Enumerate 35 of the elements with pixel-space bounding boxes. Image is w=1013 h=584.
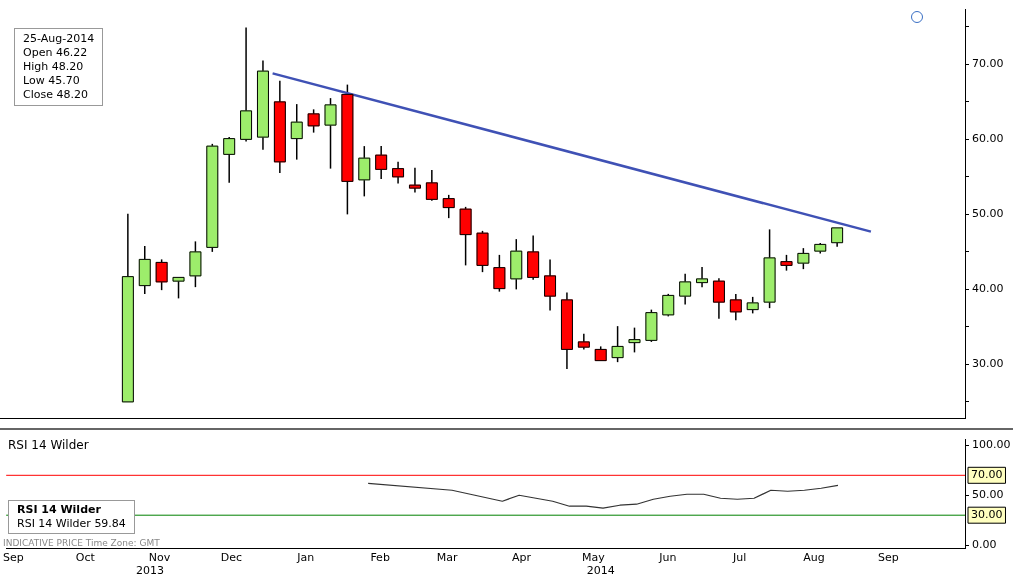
annotation: Open 46.22 xyxy=(23,46,89,60)
x-tick-label: Nov xyxy=(148,551,171,565)
chart-title: RSI 14 Wilder xyxy=(8,438,89,452)
y-tick-label: 0.00 xyxy=(972,537,997,551)
x-tick-label: Dec xyxy=(220,551,243,565)
candlestick xyxy=(324,97,337,170)
x-tick-label: Sep xyxy=(3,551,24,565)
y-tick-label: 70.00 xyxy=(972,57,1004,71)
annotation: Low 45.70 xyxy=(23,74,81,88)
annotation: 25-Aug-2014 xyxy=(23,32,95,46)
annotation: RSI 14 Wilder 59.84 xyxy=(17,517,126,531)
x-tick-label: Mar xyxy=(436,551,459,565)
y-tick-label: 30.00 xyxy=(972,357,1004,371)
y-tick-label: 50.00 xyxy=(972,207,1004,221)
text: 2014 xyxy=(586,563,615,577)
annotation: Close 48.20 xyxy=(23,88,89,102)
x-tick-label: Feb xyxy=(370,551,390,565)
x-tick-label: Apr xyxy=(512,551,532,565)
x-tick-label: Aug xyxy=(803,551,825,565)
x-tick-label: Oct xyxy=(75,551,96,565)
y-tick-label: 40.00 xyxy=(972,282,1004,296)
y-tick-label: 60.00 xyxy=(972,132,1004,146)
x-tick-label: Jul xyxy=(732,551,747,565)
text: 2013 xyxy=(136,563,164,577)
y-tick-label: 50.00 xyxy=(972,488,1004,502)
x-tick-label: Jun xyxy=(658,551,677,565)
annotation: INDICATIVE PRICE Time Zone: GMT xyxy=(3,538,160,548)
candlestick xyxy=(358,145,371,198)
candlestick xyxy=(307,108,320,134)
annotation: High 48.20 xyxy=(23,60,85,74)
x-tick-label: Sep xyxy=(877,551,899,565)
x-tick-label: Jan xyxy=(296,551,315,565)
x-tick-label: May xyxy=(582,551,606,565)
annotation: RSI 14 Wilder xyxy=(17,503,102,517)
y-tick-label: 100.00 xyxy=(972,438,1011,452)
